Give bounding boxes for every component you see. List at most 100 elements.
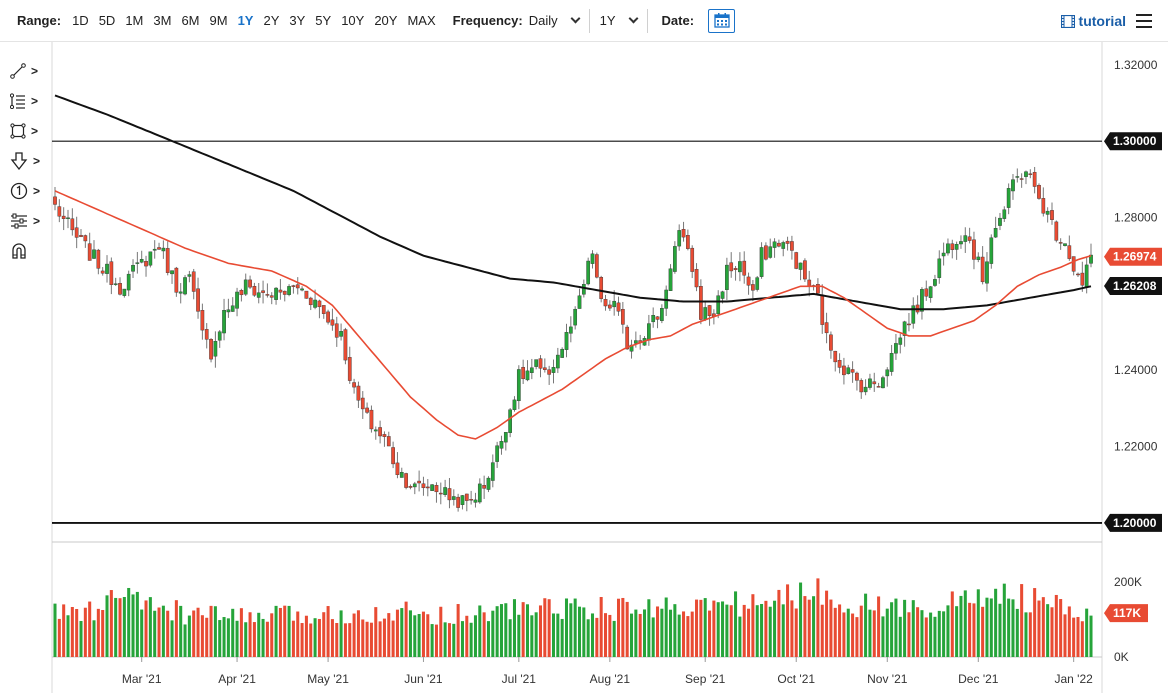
candle-body — [365, 407, 369, 413]
volume-bar — [482, 612, 486, 657]
candle-body — [204, 329, 209, 340]
volume-bar — [378, 621, 382, 657]
candle-body — [889, 353, 894, 372]
range-button-max[interactable]: MAX — [407, 13, 436, 28]
candle-body — [408, 486, 413, 488]
volume-bar — [426, 614, 430, 657]
price-label: 1.26208 — [1113, 279, 1157, 293]
price-label-bg — [1104, 276, 1162, 295]
candle-body — [516, 369, 521, 402]
price-chart[interactable]: 1.32000 1.28000 1.24000 1.22000 1.30000 1.200… — [0, 42, 1168, 693]
range-button-20y[interactable]: 20Y — [374, 13, 398, 28]
range-button-5y[interactable]: 5Y — [315, 13, 332, 28]
range-button-3m[interactable]: 3M — [153, 13, 172, 28]
indicators-tool[interactable]: > — [10, 210, 48, 232]
range-button-9m[interactable]: 9M — [209, 13, 228, 28]
volume-bar — [261, 618, 265, 657]
volume-bar — [1007, 598, 1011, 657]
hamburger-menu-icon[interactable] — [1136, 14, 1152, 28]
candle-body — [347, 357, 352, 381]
volume-bar — [543, 598, 547, 657]
volume-bar — [621, 597, 625, 657]
frequency-dropdown[interactable]: Daily — [529, 13, 581, 28]
volume-tick-label: 200K — [1114, 575, 1142, 589]
candle-body — [564, 332, 569, 350]
volume-bar — [1089, 615, 1093, 657]
candle-body — [213, 341, 218, 357]
range-button-10y[interactable]: 10Y — [341, 13, 365, 28]
volume-bar — [1011, 599, 1015, 657]
volume-bar — [829, 599, 833, 657]
volume-bar — [408, 610, 412, 657]
number-marker-tool[interactable]: > — [10, 180, 48, 202]
volume-bar — [239, 608, 243, 657]
candle-body — [92, 249, 96, 259]
volume-bar — [460, 621, 464, 657]
fibonacci-tool-icon — [10, 93, 25, 109]
candle-body — [924, 288, 929, 297]
range-button-3y[interactable]: 3Y — [289, 13, 306, 28]
volume-bar — [630, 613, 634, 657]
candle-body — [1045, 210, 1050, 215]
candle-body — [1028, 173, 1033, 175]
volume-bar — [842, 612, 846, 657]
tutorial-link[interactable]: tutorial — [1060, 13, 1126, 29]
volume-bar — [525, 604, 530, 657]
volume-bar — [66, 615, 70, 657]
volume-bar — [712, 600, 716, 657]
candle-body — [382, 434, 387, 437]
x-tick-label: Sep '21 — [685, 672, 726, 686]
candle-body — [759, 247, 764, 277]
candle-body — [768, 246, 773, 258]
tutorial-label: tutorial — [1078, 13, 1126, 29]
volume-bar — [547, 599, 551, 657]
volume-bar — [760, 603, 764, 657]
volume-bar — [231, 608, 235, 657]
date-picker-button[interactable] — [708, 8, 736, 33]
volume-bar — [972, 603, 976, 657]
candle-body — [113, 283, 118, 285]
chevron-down-icon — [570, 13, 581, 24]
shape-tool[interactable]: > — [10, 120, 48, 142]
volume-bar — [304, 615, 308, 657]
candle-body — [651, 315, 656, 323]
candle-body — [777, 242, 781, 247]
candle-body — [486, 477, 491, 490]
volume-bar — [1063, 614, 1067, 657]
period-dropdown[interactable]: 1Y — [600, 13, 638, 28]
volume-bar — [838, 604, 842, 657]
candle-body — [508, 409, 512, 433]
range-buttons: 1D 5D 1M 3M 6M 9M 1Y 2Y 3Y 5Y 10Y 20Y MAX — [67, 13, 441, 28]
candle-body — [443, 487, 447, 495]
range-button-6m[interactable]: 6M — [181, 13, 200, 28]
magnet-tool[interactable] — [10, 240, 48, 262]
range-button-1y[interactable]: 1Y — [237, 13, 254, 28]
volume-bar — [456, 604, 460, 657]
volume-bar — [634, 609, 638, 657]
volume-bar — [192, 610, 196, 657]
toolbar-divider — [646, 8, 648, 33]
range-button-1d[interactable]: 1D — [72, 13, 89, 28]
line-tool[interactable]: > — [10, 60, 48, 82]
candle-body — [1024, 171, 1028, 177]
volume-bar — [1033, 588, 1037, 657]
range-button-1m[interactable]: 1M — [125, 13, 144, 28]
range-button-2y[interactable]: 2Y — [263, 13, 280, 28]
candle-body — [447, 488, 452, 501]
candle-body — [434, 485, 439, 493]
fibonacci-tool[interactable]: > — [10, 90, 48, 112]
range-button-5d[interactable]: 5D — [98, 13, 116, 28]
volume-bar — [413, 615, 417, 657]
volume-bar — [625, 601, 629, 657]
volume-bar — [989, 598, 993, 657]
candle-body — [456, 496, 460, 508]
candle-body — [972, 239, 976, 260]
volume-bar — [833, 607, 837, 657]
volume-bar — [101, 610, 105, 657]
candle-body — [295, 284, 300, 289]
volume-bar — [105, 595, 109, 657]
arrow-tool[interactable]: > — [10, 150, 48, 172]
volume-bar — [335, 623, 339, 657]
candle-body — [248, 279, 252, 288]
candle-body — [126, 273, 131, 291]
